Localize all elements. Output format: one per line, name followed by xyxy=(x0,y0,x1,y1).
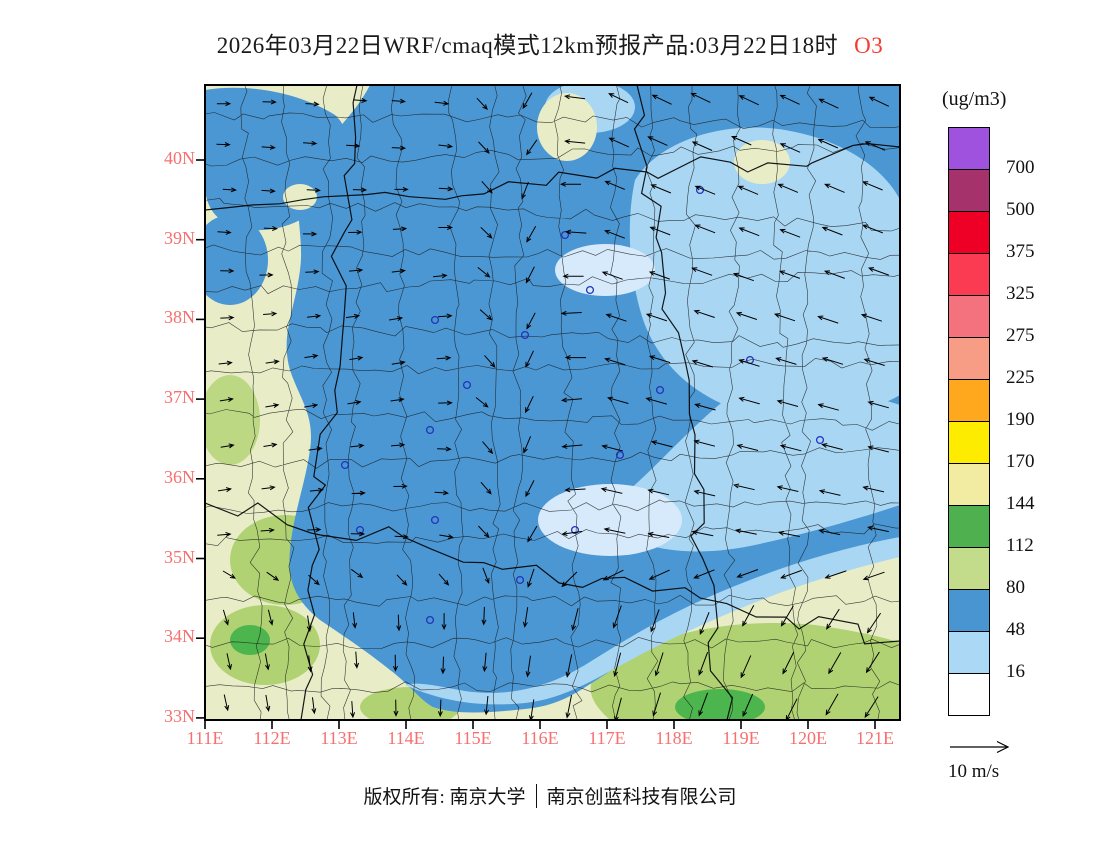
legend-unit-label: (ug/m3) xyxy=(942,88,1007,110)
wind-reference-label: 10 m/s xyxy=(948,761,1000,782)
x-axis-tick-label: 113E xyxy=(320,728,358,748)
copyright-right: 南京创蓝科技有限公司 xyxy=(546,787,737,808)
legend-level-labels: 700 500 375 325 275 225 190 170 144 112 80 48 16 xyxy=(1000,127,1070,719)
x-axis-tick-label: 111E xyxy=(186,728,224,748)
legend-color-swatch xyxy=(948,337,990,380)
species-label: O3 xyxy=(854,33,884,58)
legend-color-swatch xyxy=(948,211,990,254)
legend-level-value: 275 xyxy=(1006,325,1035,346)
y-axis-tick-label: 36N xyxy=(164,466,195,487)
light-blue-concentration-region xyxy=(405,85,900,705)
legend-color-swatch xyxy=(948,295,990,338)
county-boundaries xyxy=(205,85,900,720)
legend-color-swatch xyxy=(948,169,990,212)
legend-color-swatch xyxy=(948,421,990,464)
legend-color-swatch xyxy=(948,673,990,716)
legend-level-value: 325 xyxy=(1006,283,1035,304)
y-axis-tick-label: 40N xyxy=(164,148,195,168)
legend-level-value: 500 xyxy=(1006,199,1035,220)
y-axis-tick-label: 35N xyxy=(164,546,195,567)
x-axis-tick-label: 121E xyxy=(856,728,894,748)
x-axis-tick-label: 118E xyxy=(655,728,693,748)
y-axis-tick-label: 39N xyxy=(164,227,195,248)
legend-color-swatch xyxy=(948,547,990,590)
chart-title-text: 2026年03月22日WRF/cmaq模式12km预报产品:03月22日18时 xyxy=(216,33,839,58)
legend-color-swatch xyxy=(948,253,990,296)
x-axis-tick-label: 116E xyxy=(521,728,559,748)
wind-reference: 10 m/s xyxy=(948,738,1048,783)
y-axis-tick-label: 38N xyxy=(164,307,195,328)
axis-ticks xyxy=(196,159,876,729)
legend-level-value: 375 xyxy=(1006,241,1035,262)
chart-title: 2026年03月22日WRF/cmaq模式12km预报产品:03月22日18时 O… xyxy=(0,26,1100,60)
province-boundaries xyxy=(205,85,900,720)
legend-level-value: 80 xyxy=(1006,577,1025,598)
y-axis-tick-label: 37N xyxy=(164,387,195,408)
legend-level-value: 700 xyxy=(1006,157,1035,178)
x-axis-tick-label: 119E xyxy=(722,728,760,748)
copyright-footer: 版权所有: 南京大学 南京创蓝科技有限公司 xyxy=(0,782,1100,809)
legend-color-bar xyxy=(948,127,990,716)
legend-color-swatch xyxy=(948,463,990,506)
x-axis-tick-label: 120E xyxy=(789,728,827,748)
legend-level-value: 190 xyxy=(1006,409,1035,430)
wind-vector-arrows xyxy=(216,92,890,720)
legend-level-value: 112 xyxy=(1006,535,1034,556)
legend-level-value: 225 xyxy=(1006,367,1035,388)
y-axis-tick-label: 33N xyxy=(164,705,195,726)
legend-level-value: 16 xyxy=(1006,661,1025,682)
legend-level-value: 144 xyxy=(1006,493,1035,514)
legend-color-swatch xyxy=(948,631,990,674)
forecast-map-canvas xyxy=(196,84,901,729)
footer-divider xyxy=(535,783,537,808)
x-axis-tick-label: 114E xyxy=(387,728,425,748)
x-axis-tick-label: 115E xyxy=(454,728,492,748)
y-axis-tick-label: 34N xyxy=(164,626,195,647)
map-frame xyxy=(204,84,901,721)
legend-color-swatch xyxy=(948,127,990,170)
x-axis-tick-label: 112E xyxy=(253,728,291,748)
legend-level-value: 48 xyxy=(1006,619,1025,640)
legend-level-value: 170 xyxy=(1006,451,1035,472)
x-axis-tick-label: 117E xyxy=(588,728,626,748)
legend-color-swatch xyxy=(948,379,990,422)
legend-color-swatch xyxy=(948,589,990,632)
forecast-map xyxy=(196,84,901,729)
wind-reference-arrow-icon xyxy=(950,740,1010,754)
legend-color-swatch xyxy=(948,505,990,548)
copyright-left: 版权所有: 南京大学 xyxy=(363,787,526,808)
